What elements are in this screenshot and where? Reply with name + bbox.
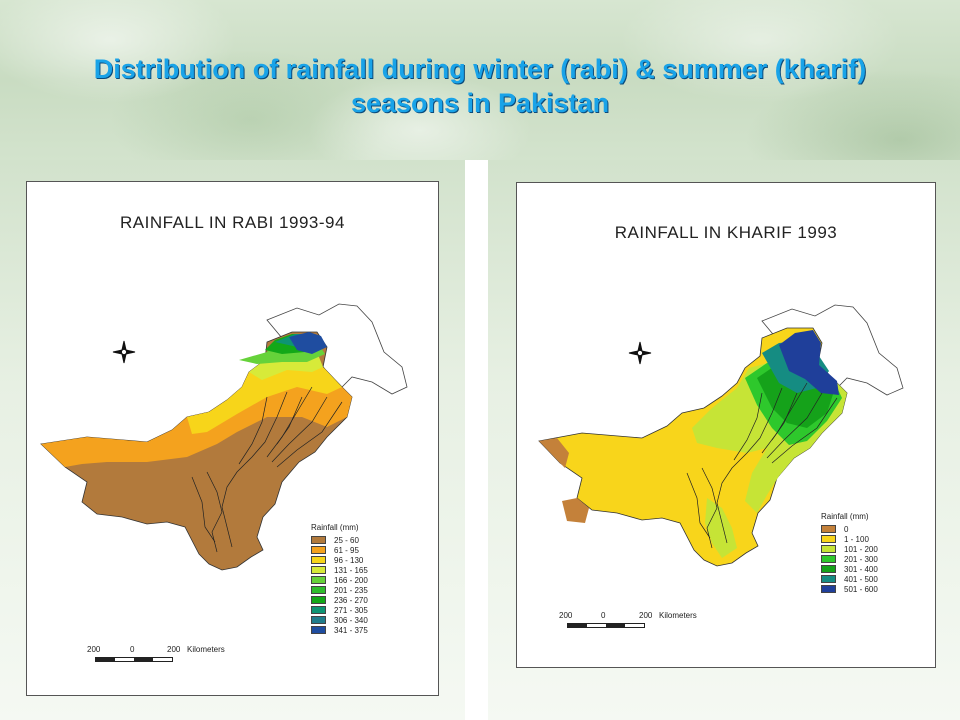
legend-label: 306 - 340 xyxy=(334,615,368,625)
scale-label-left: 200 xyxy=(87,645,101,654)
legend-swatch xyxy=(311,596,326,604)
legend-label: 166 - 200 xyxy=(334,575,368,585)
legend-label: 61 - 95 xyxy=(334,545,359,555)
kharif-north-arrow-icon xyxy=(628,341,652,365)
legend-label: 236 - 270 xyxy=(334,595,368,605)
rabi-legend: Rainfall (mm) 25 - 60 61 - 95 96 - 130 1… xyxy=(311,523,368,635)
rabi-legend-item: 96 - 130 xyxy=(311,555,368,565)
legend-swatch xyxy=(821,545,836,553)
scale-label-mid: 0 xyxy=(130,645,135,654)
rabi-map-graphic xyxy=(40,303,408,571)
scale-graphic xyxy=(567,623,645,628)
kharif-legend-item: 301 - 400 xyxy=(821,564,878,574)
kharif-legend-item: 0 xyxy=(821,524,878,534)
legend-swatch xyxy=(311,626,326,634)
legend-swatch xyxy=(311,536,326,544)
legend-swatch xyxy=(821,585,836,593)
kharif-river-network xyxy=(686,382,838,549)
rabi-legend-item: 201 - 235 xyxy=(311,585,368,595)
scale-unit: Kilometers xyxy=(187,645,225,654)
rabi-legend-title: Rainfall (mm) xyxy=(311,523,359,532)
slide-title-line1: Distribution of rainfall during winter (… xyxy=(93,54,867,84)
kharif-legend-item: 201 - 300 xyxy=(821,554,878,564)
slide-title: Distribution of rainfall during winter (… xyxy=(0,52,960,120)
rabi-north-arrow-icon xyxy=(112,340,136,364)
legend-swatch xyxy=(311,616,326,624)
title-banner xyxy=(0,0,960,160)
legend-label: 401 - 500 xyxy=(844,574,878,584)
legend-swatch xyxy=(311,576,326,584)
scale-label-right: 200 xyxy=(167,645,181,654)
kharif-legend: Rainfall (mm) 0 1 - 100 101 - 200 201 - … xyxy=(821,512,878,594)
kharif-band-0-west xyxy=(539,438,569,468)
legend-label: 131 - 165 xyxy=(334,565,368,575)
scale-graphic xyxy=(95,657,173,662)
rabi-legend-item: 271 - 305 xyxy=(311,605,368,615)
legend-swatch xyxy=(821,535,836,543)
kharif-legend-item: 1 - 100 xyxy=(821,534,878,544)
kharif-scale-bar: 200 0 200 Kilometers xyxy=(559,611,729,628)
scale-unit: Kilometers xyxy=(659,611,697,620)
kharif-map-graphic xyxy=(538,304,904,567)
legend-swatch xyxy=(821,555,836,563)
legend-swatch xyxy=(821,565,836,573)
rabi-legend-item: 131 - 165 xyxy=(311,565,368,575)
rabi-legend-item: 306 - 340 xyxy=(311,615,368,625)
rabi-map-panel: RAINFALL IN RABI 1993-94 xyxy=(26,181,439,696)
legend-label: 25 - 60 xyxy=(334,535,359,545)
rabi-band-96-130 xyxy=(187,360,342,434)
rabi-legend-item: 61 - 95 xyxy=(311,545,368,555)
rabi-legend-item: 166 - 200 xyxy=(311,575,368,585)
legend-swatch xyxy=(311,606,326,614)
kharif-map-panel: RAINFALL IN KHARIF 1993 xyxy=(516,182,936,668)
scale-label-left: 200 xyxy=(559,611,573,620)
legend-label: 501 - 600 xyxy=(844,584,878,594)
rabi-river-network xyxy=(191,386,343,553)
legend-label: 96 - 130 xyxy=(334,555,364,565)
kharif-band-0-southwest xyxy=(562,498,589,523)
legend-swatch xyxy=(821,525,836,533)
rabi-legend-item: 341 - 375 xyxy=(311,625,368,635)
rabi-scale-bar: 200 0 200 Kilometers xyxy=(87,645,247,662)
legend-swatch xyxy=(311,566,326,574)
legend-swatch xyxy=(311,546,326,554)
legend-label: 201 - 235 xyxy=(334,585,368,595)
scale-label-right: 200 xyxy=(639,611,653,620)
kharif-legend-item: 401 - 500 xyxy=(821,574,878,584)
scale-label-mid: 0 xyxy=(601,611,606,620)
legend-label: 301 - 400 xyxy=(844,564,878,574)
legend-swatch xyxy=(311,586,326,594)
rabi-legend-item: 236 - 270 xyxy=(311,595,368,605)
kharif-band-501-600 xyxy=(779,330,839,395)
legend-label: 0 xyxy=(844,524,849,534)
legend-label: 201 - 300 xyxy=(844,554,878,564)
legend-label: 101 - 200 xyxy=(844,544,878,554)
kharif-legend-item: 101 - 200 xyxy=(821,544,878,554)
rabi-map-title: RAINFALL IN RABI 1993-94 xyxy=(120,213,345,232)
kharif-map-title: RAINFALL IN KHARIF 1993 xyxy=(614,223,838,242)
legend-swatch xyxy=(821,575,836,583)
legend-swatch xyxy=(311,556,326,564)
legend-label: 341 - 375 xyxy=(334,625,368,635)
slide-title-line2: seasons in Pakistan xyxy=(350,88,610,118)
legend-label: 1 - 100 xyxy=(844,534,869,544)
kharif-band-101-200-south xyxy=(705,498,737,558)
kharif-legend-title: Rainfall (mm) xyxy=(821,512,869,521)
legend-label: 271 - 305 xyxy=(334,605,368,615)
rabi-legend-item: 25 - 60 xyxy=(311,535,368,545)
kharif-legend-item: 501 - 600 xyxy=(821,584,878,594)
rabi-band-341-375 xyxy=(289,332,327,354)
